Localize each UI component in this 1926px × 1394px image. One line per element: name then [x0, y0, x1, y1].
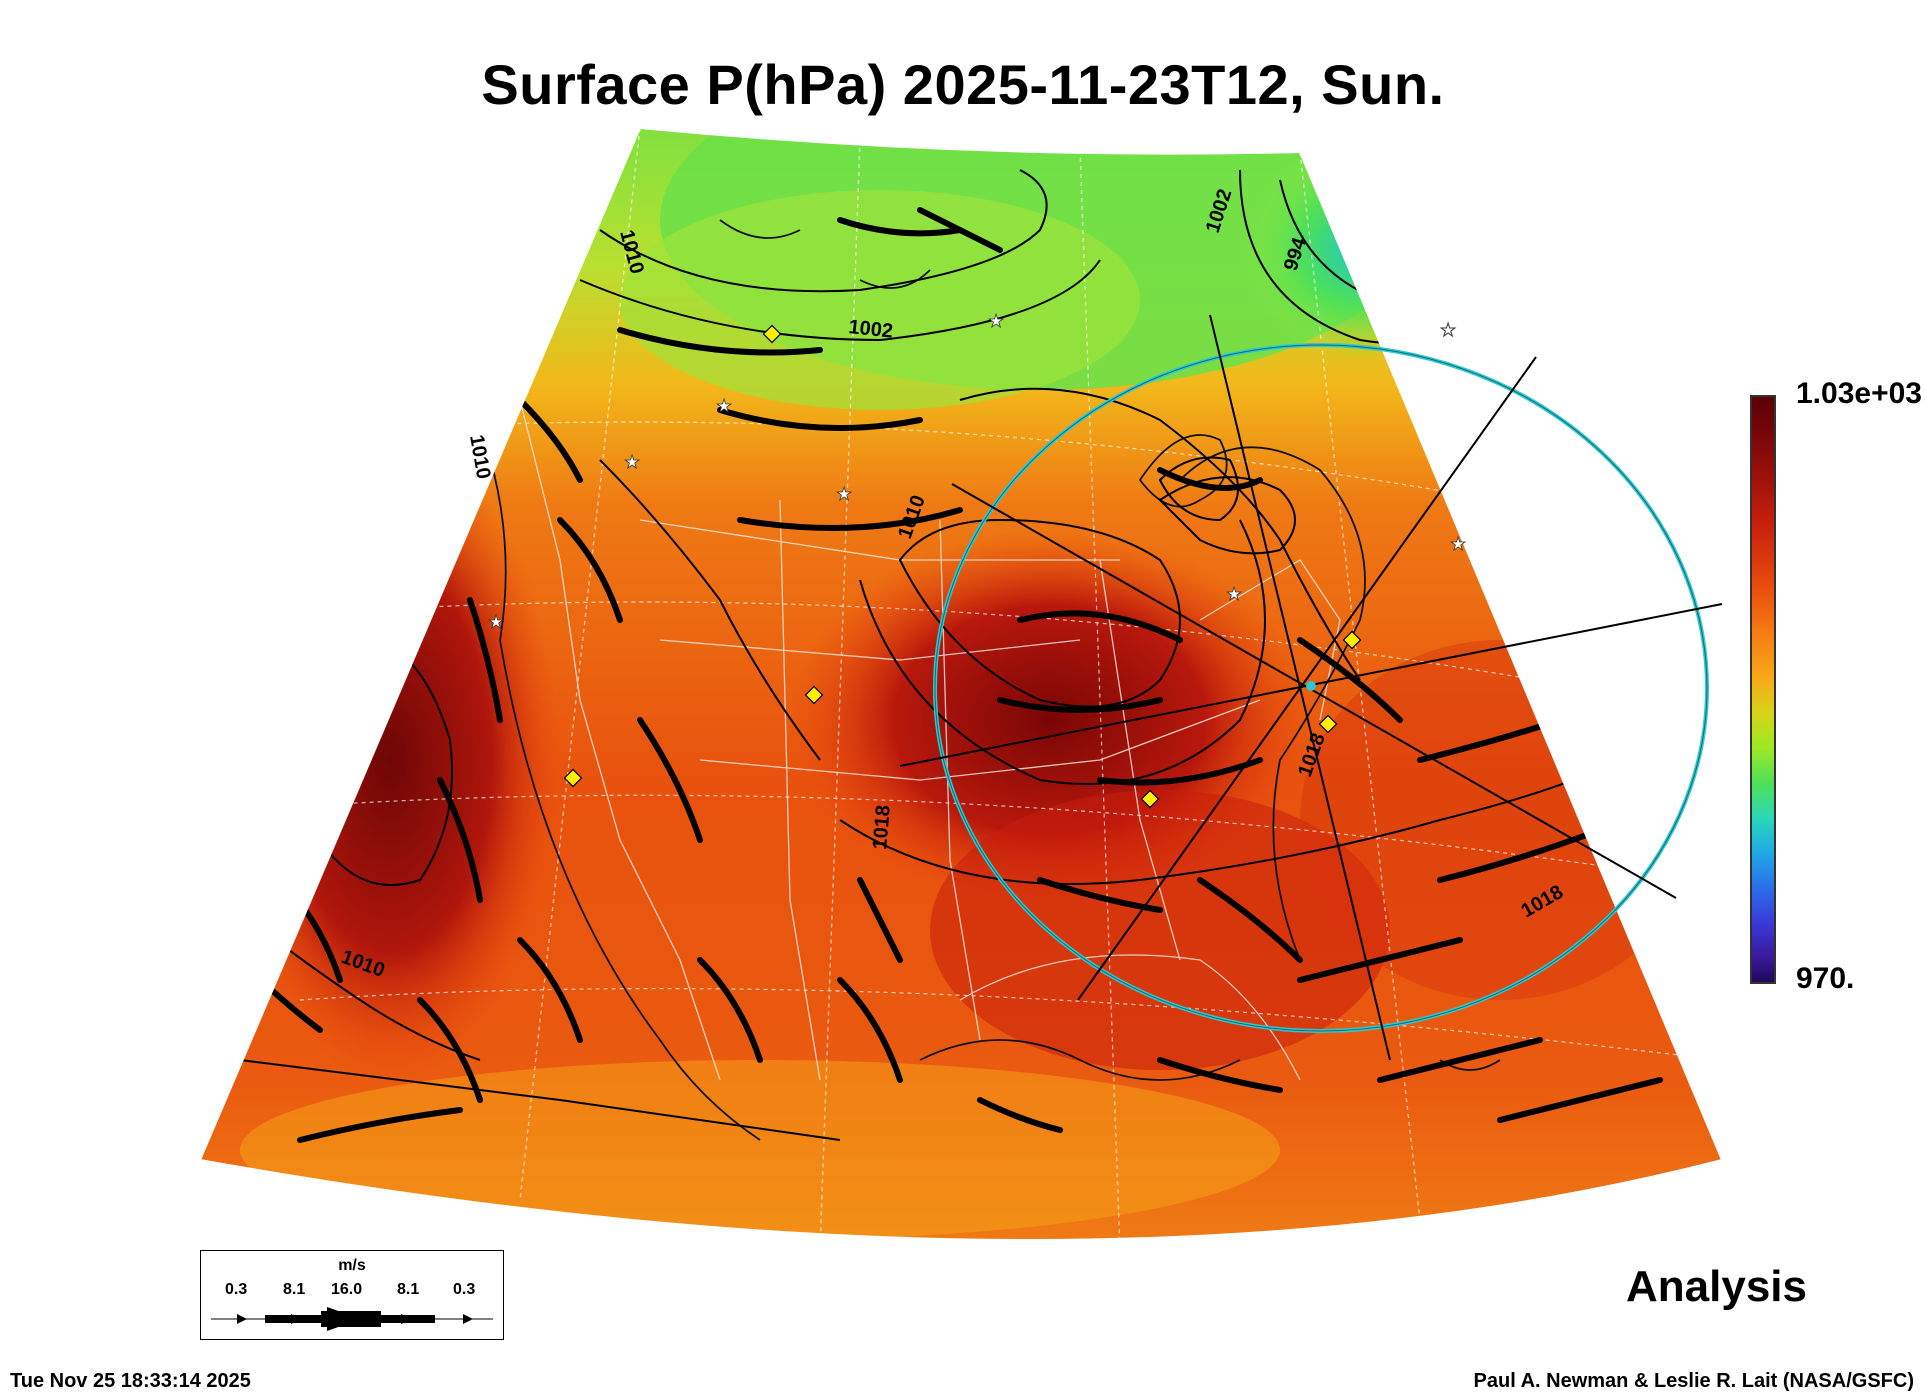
station-diamond	[1140, 789, 1160, 809]
coastlines	[469, 219, 1501, 1141]
station-diamond	[804, 685, 824, 705]
wind-legend-value: 8.1	[283, 1281, 306, 1298]
pressure-field	[200, 128, 1722, 1240]
footer-credit: Paul A. Newman & Leslie R. Lait (NASA/GS…	[1473, 1370, 1914, 1392]
arrow-icon	[463, 1314, 473, 1324]
star-markers: ★ ★ ★ ★ ★ ★ ★ ★	[488, 311, 1467, 634]
wind-legend-value: 0.3	[453, 1281, 476, 1298]
wind-legend-unit: m/s	[338, 1257, 366, 1274]
pressure-colorbar	[1750, 395, 1776, 984]
contour-label: 1018	[869, 804, 895, 850]
range-ring	[899, 314, 1723, 1061]
station-diamond	[1318, 714, 1338, 734]
map-sector-outline	[198, 126, 1724, 1241]
wind-legend-value: 16.0	[331, 1281, 363, 1298]
station-diamond	[762, 324, 782, 344]
wind-legend: m/s 0.3 8.1 16.0 8.1 0.3	[200, 1250, 504, 1340]
station-markers	[563, 324, 1362, 809]
arrow-icon	[237, 1314, 247, 1324]
star-icon: ★	[624, 452, 640, 473]
arrow-icon	[401, 1314, 411, 1324]
wind-legend-arrows	[211, 1307, 493, 1331]
wind-legend-value: 0.3	[225, 1281, 248, 1298]
footer-timestamp: Tue Nov 25 18:33:14 2025	[10, 1370, 251, 1392]
station-diamond	[1342, 630, 1362, 650]
arrow-icon	[291, 1314, 301, 1324]
wind-streamlines	[237, 207, 1663, 1143]
contour-label: 1010	[465, 433, 494, 481]
star-icon: ★	[488, 612, 504, 633]
isobars	[239, 169, 1621, 1141]
star-icon: ★	[1450, 534, 1466, 555]
star-icon: ★	[988, 311, 1004, 332]
map-title: Surface P(hPa) 2025-11-23T12, Sun.	[481, 53, 1445, 116]
wind-legend-value: 8.1	[397, 1281, 420, 1298]
colorbar-max-label: 1.03e+03	[1796, 377, 1922, 410]
contour-label: 1002	[847, 316, 894, 343]
star-outline-icon: ★	[1440, 320, 1456, 341]
contour-labels: 1010 1002 1002 994 1010 1010 1018 1018 1…	[338, 186, 1567, 981]
station-diamond	[563, 768, 583, 788]
star-icon: ★	[716, 396, 732, 417]
star-icon: ★	[1226, 584, 1242, 605]
star-icon: ★	[836, 484, 852, 505]
analysis-label: Analysis	[1626, 1262, 1807, 1311]
ring-center-marker	[1306, 681, 1316, 691]
colorbar-min-label: 970.	[1796, 962, 1855, 995]
